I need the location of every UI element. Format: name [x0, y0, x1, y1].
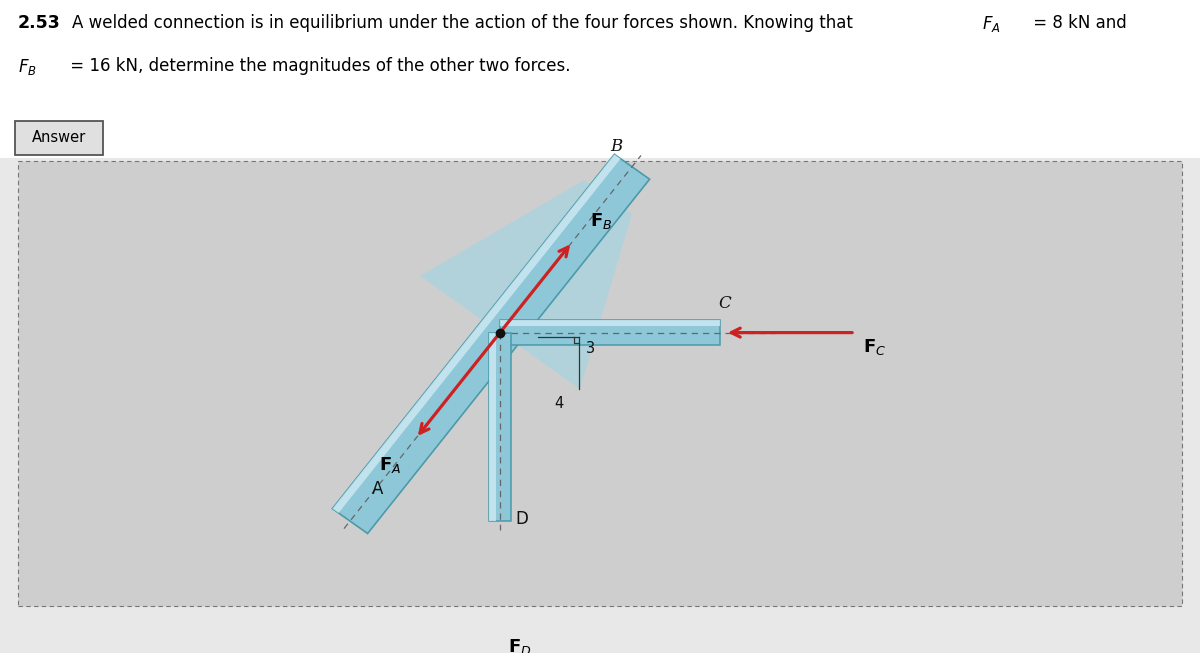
Text: $F_B$: $F_B$ — [18, 57, 37, 78]
Text: = 16 kN, determine the magnitudes of the other two forces.: = 16 kN, determine the magnitudes of the… — [65, 57, 570, 76]
Polygon shape — [500, 321, 720, 326]
Text: $\mathbf{F}_D$: $\mathbf{F}_D$ — [508, 637, 532, 653]
Polygon shape — [332, 154, 649, 534]
Polygon shape — [490, 332, 511, 521]
Text: $\mathbf{F}_C$: $\mathbf{F}_C$ — [863, 338, 887, 357]
Text: A welded connection is in equilibrium under the action of the four forces shown.: A welded connection is in equilibrium un… — [72, 14, 858, 32]
Text: $\mathbf{F}_A$: $\mathbf{F}_A$ — [379, 455, 401, 475]
Text: $F_A$: $F_A$ — [982, 14, 1001, 34]
Bar — [18, 161, 1182, 606]
Text: B: B — [610, 138, 622, 155]
Polygon shape — [332, 154, 620, 513]
Text: 4: 4 — [554, 396, 563, 411]
Text: C: C — [719, 295, 731, 312]
Text: 3: 3 — [587, 341, 595, 356]
Text: 2.53: 2.53 — [18, 14, 61, 32]
FancyBboxPatch shape — [14, 121, 103, 155]
Polygon shape — [420, 180, 632, 389]
Polygon shape — [500, 321, 720, 345]
Text: A: A — [372, 479, 383, 498]
Text: = 8 kN and: = 8 kN and — [1028, 14, 1127, 32]
Bar — [0, 0, 1200, 158]
Polygon shape — [490, 332, 496, 521]
Text: Answer: Answer — [32, 130, 86, 145]
Text: D: D — [515, 510, 528, 528]
Text: $\mathbf{F}_B$: $\mathbf{F}_B$ — [590, 211, 612, 231]
